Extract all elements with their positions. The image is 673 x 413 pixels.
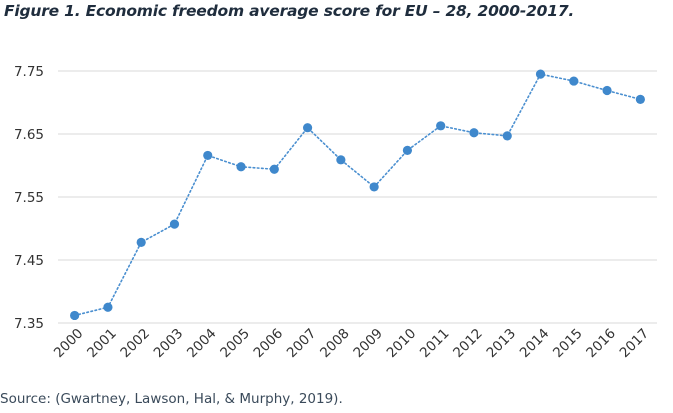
x-tick-label: 2016 bbox=[583, 326, 619, 362]
data-point bbox=[169, 219, 180, 229]
y-tick-label: 7.55 bbox=[14, 190, 44, 206]
x-tick-label: 2017 bbox=[617, 326, 653, 362]
y-tick-label: 7.35 bbox=[14, 316, 44, 332]
data-point bbox=[336, 155, 346, 165]
data-point bbox=[236, 162, 246, 172]
data-point bbox=[70, 310, 80, 321]
x-tick-label: 2015 bbox=[550, 326, 586, 362]
data-point bbox=[502, 131, 512, 141]
data-point bbox=[203, 150, 213, 161]
x-tick-label: 2011 bbox=[417, 326, 453, 362]
x-tick-label: 2008 bbox=[317, 326, 353, 362]
data-point bbox=[602, 85, 612, 96]
y-tick-label: 7.65 bbox=[14, 127, 44, 143]
data-point bbox=[436, 121, 446, 131]
series-line-path bbox=[73, 73, 642, 317]
data-point bbox=[136, 237, 146, 247]
y-axis-ticks: 7.35 7.45 7.55 7.65 7.75 bbox=[14, 64, 44, 332]
gridlines bbox=[58, 70, 657, 324]
series-line bbox=[70, 69, 645, 321]
y-tick-label: 7.45 bbox=[14, 253, 44, 269]
x-tick-label: 2005 bbox=[217, 326, 253, 362]
data-point bbox=[535, 69, 546, 79]
x-tick-label: 2000 bbox=[51, 326, 87, 362]
data-point bbox=[569, 76, 579, 86]
data-point bbox=[302, 123, 313, 133]
x-tick-label: 2012 bbox=[450, 326, 486, 362]
y-tick-label: 7.75 bbox=[14, 64, 44, 80]
data-point bbox=[269, 164, 279, 174]
x-tick-label: 2013 bbox=[483, 326, 519, 362]
x-tick-label: 2007 bbox=[284, 326, 320, 362]
data-point bbox=[469, 128, 479, 138]
x-tick-label: 2014 bbox=[517, 326, 553, 362]
data-point bbox=[402, 145, 413, 155]
chart-title: Figure 1. Economic freedom average score… bbox=[4, 2, 575, 20]
x-tick-label: 2006 bbox=[251, 326, 287, 362]
data-point bbox=[635, 94, 645, 104]
x-axis-ticks: 2000200120022003200420052006200720082009… bbox=[51, 326, 652, 362]
x-tick-label: 2009 bbox=[350, 326, 386, 362]
data-point bbox=[103, 302, 113, 312]
x-tick-label: 2004 bbox=[184, 326, 220, 362]
x-tick-label: 2001 bbox=[84, 326, 120, 362]
x-tick-label: 2003 bbox=[151, 326, 187, 362]
data-point bbox=[369, 182, 379, 192]
x-tick-label: 2010 bbox=[384, 326, 420, 362]
source-note: Source: (Gwartney, Lawson, Hal, & Murphy… bbox=[0, 391, 343, 407]
x-tick-label: 2002 bbox=[117, 326, 153, 362]
